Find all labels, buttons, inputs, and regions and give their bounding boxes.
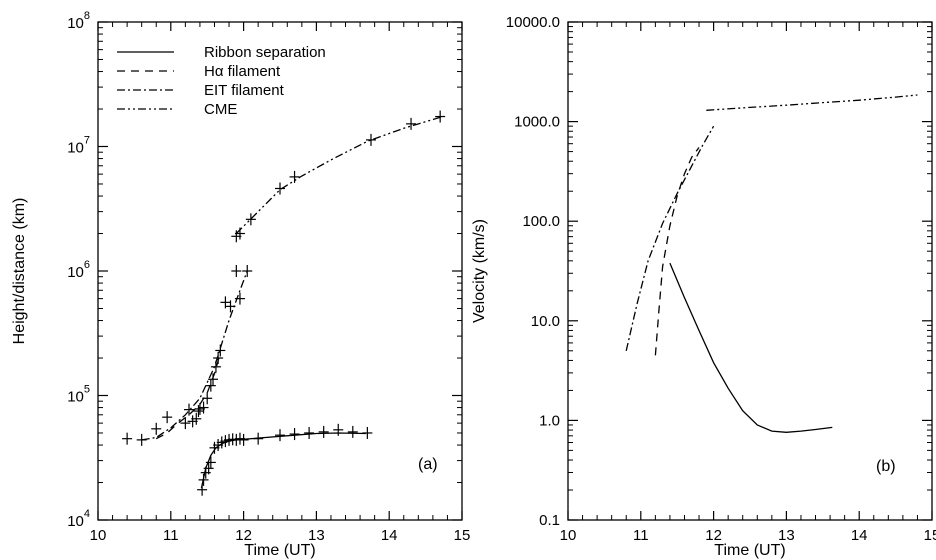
x-tick-label: 13 xyxy=(308,527,325,544)
panel-a-series xyxy=(141,115,444,489)
x-tick-label: 12 xyxy=(705,527,722,544)
y-tick-label: 106 xyxy=(67,259,90,281)
series-line-ribbon-separation xyxy=(669,262,833,433)
data-point-marker xyxy=(234,227,245,240)
x-tick-label: 14 xyxy=(381,527,398,544)
data-point-marker xyxy=(253,432,264,445)
data-point-marker xyxy=(184,403,194,416)
x-tick-label: 13 xyxy=(778,527,795,544)
data-point-marker xyxy=(198,401,209,414)
y-tick-label: 10000.0 xyxy=(506,14,560,31)
panel-b: 10 11 12 13 14 15 0.1 1.0 10.0 100.0 1000.0 10000.… xyxy=(471,14,936,559)
series-line-h-filament xyxy=(155,352,221,440)
panel-a: 10 11 12 13 14 15 104 105 106 107 108 Time (UT) H… xyxy=(11,10,470,559)
data-point-marker xyxy=(136,433,147,446)
legend-label-cme: CME xyxy=(204,101,237,118)
x-tick-label: 15 xyxy=(454,527,471,544)
data-point-marker xyxy=(197,483,208,496)
data-point-marker xyxy=(213,352,224,365)
y-tick-label: 100.0 xyxy=(522,213,560,230)
x-tick-label: 12 xyxy=(235,527,252,544)
series-line-eit-filament xyxy=(625,125,715,351)
data-point-marker xyxy=(162,411,173,424)
data-point-marker xyxy=(180,417,191,430)
panel-b-y-axis: 0.1 1.0 10.0 100.0 1000.0 10000.0 xyxy=(506,14,932,529)
data-point-marker xyxy=(289,170,300,183)
data-point-marker xyxy=(245,213,256,226)
data-point-marker xyxy=(362,426,373,439)
legend-label-halpha: Hα filament xyxy=(204,63,281,80)
y-tick-label: 108 xyxy=(67,10,90,32)
y-tick-label: 0.1 xyxy=(539,512,560,529)
data-point-marker xyxy=(304,426,315,439)
y-tick-label: 105 xyxy=(67,384,90,406)
data-point-marker xyxy=(208,373,219,386)
data-point-marker xyxy=(234,292,245,305)
data-point-marker xyxy=(318,425,329,438)
data-point-marker xyxy=(366,133,376,146)
series-line-cme xyxy=(235,115,444,234)
panel-b-y-axis-label: Velocity (km/s) xyxy=(471,219,488,323)
data-point-marker xyxy=(238,433,249,446)
data-point-marker xyxy=(122,432,133,445)
panel-b-x-axis: 10 11 12 13 14 15 xyxy=(560,22,936,544)
x-tick-label: 10 xyxy=(560,527,577,544)
data-point-marker xyxy=(210,360,221,373)
data-point-marker xyxy=(151,422,162,435)
x-tick-label: 11 xyxy=(633,527,649,544)
data-point-marker xyxy=(193,405,204,418)
data-point-marker xyxy=(242,265,253,277)
data-point-marker xyxy=(347,425,358,438)
series-line-eit-filament xyxy=(141,270,248,441)
data-point-marker xyxy=(205,379,216,392)
data-point-marker xyxy=(435,110,446,123)
data-point-marker xyxy=(231,265,242,277)
data-point-marker xyxy=(275,182,285,195)
series-line-cme xyxy=(706,94,918,111)
data-point-marker xyxy=(191,412,202,425)
y-tick-label: 10.0 xyxy=(531,313,560,330)
data-point-marker xyxy=(333,423,344,436)
panel-a-label: (a) xyxy=(418,456,438,473)
data-point-marker xyxy=(198,473,209,486)
x-tick-label: 10 xyxy=(90,527,107,544)
y-tick-label: 104 xyxy=(67,508,90,530)
series-line-h-filament xyxy=(654,147,700,356)
x-tick-label: 14 xyxy=(851,527,868,544)
panel-b-x-axis-label: Time (UT) xyxy=(714,542,785,559)
data-point-marker xyxy=(205,456,216,469)
data-point-marker xyxy=(289,428,300,441)
x-tick-label: 15 xyxy=(924,527,936,544)
data-point-marker xyxy=(275,429,285,442)
y-tick-label: 1.0 xyxy=(539,412,560,429)
x-tick-label: 11 xyxy=(163,527,179,544)
panel-a-markers xyxy=(122,110,446,496)
panel-a-x-axis-label: Time (UT) xyxy=(244,542,315,559)
data-point-marker xyxy=(406,117,417,130)
data-point-marker xyxy=(220,296,231,309)
legend-label-ribbon: Ribbon separation xyxy=(204,44,326,61)
data-point-marker xyxy=(225,300,236,313)
y-tick-label: 1000.0 xyxy=(514,114,560,131)
data-point-marker xyxy=(202,392,213,405)
data-point-marker xyxy=(203,462,214,475)
panel-a-x-axis: 10 11 12 13 14 15 xyxy=(90,22,471,544)
panel-b-frame xyxy=(567,21,933,521)
legend-label-eit: EIT filament xyxy=(204,82,285,99)
data-point-marker xyxy=(215,344,226,357)
panel-b-label: (b) xyxy=(876,458,896,475)
panel-a-y-axis-label: Height/distance (km) xyxy=(11,198,28,345)
panel-b-series xyxy=(625,94,918,433)
panel-a-y-axis: 104 105 106 107 108 xyxy=(67,10,462,530)
y-tick-label: 107 xyxy=(67,135,90,157)
legend: Ribbon separation Hα filament EIT filame… xyxy=(117,44,326,118)
